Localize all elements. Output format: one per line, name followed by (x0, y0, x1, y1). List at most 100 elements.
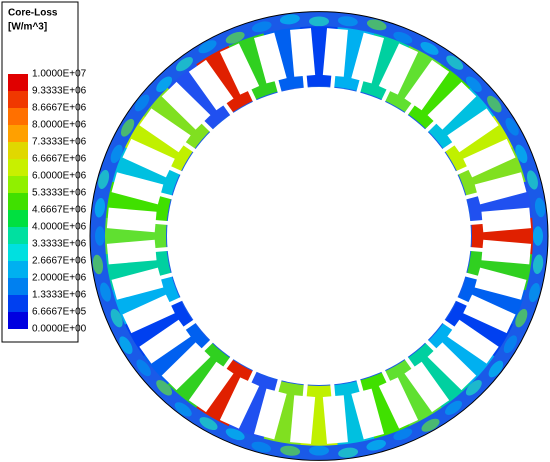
slot-body (122, 138, 175, 178)
legend-label: 8.0000E+06 (32, 120, 87, 131)
loss-patch (110, 144, 123, 164)
legend-label: 1.0000E+07 (32, 69, 87, 80)
slot-opening (330, 383, 336, 398)
loss-patch (225, 31, 245, 44)
slot-opening (455, 296, 470, 307)
slot-body (474, 267, 527, 300)
slot (106, 207, 169, 233)
slot-opening (469, 219, 484, 226)
slot-opening (356, 378, 364, 393)
slot-opening (424, 339, 438, 352)
loss-patch (98, 169, 110, 189)
slot-opening (154, 219, 169, 226)
loss-patch (136, 359, 151, 377)
legend-swatch (8, 91, 28, 108)
slot (378, 369, 419, 429)
slot (253, 378, 287, 440)
legend-label: 4.0000E+06 (32, 222, 87, 233)
loss-patch (252, 21, 272, 33)
loss-patch (280, 445, 301, 456)
legend-unit: [W/m^3] (8, 22, 47, 33)
tooth (143, 322, 211, 385)
slot-body (139, 319, 191, 364)
slot-body (463, 294, 516, 334)
slot-body (322, 28, 348, 77)
stator (89, 11, 549, 461)
tooth (167, 64, 232, 130)
slot-body (351, 388, 385, 440)
slot-body (378, 377, 419, 429)
legend-swatch (8, 312, 28, 329)
slot-body (427, 81, 477, 130)
slot-opening (469, 246, 484, 253)
slot (188, 356, 235, 413)
loss-patch (94, 197, 106, 218)
legend-swatch (8, 261, 28, 278)
slot (441, 108, 499, 153)
slot-opening (464, 192, 479, 200)
loss-patch (309, 16, 329, 27)
tooth (427, 87, 495, 150)
slot (219, 369, 260, 429)
slot-opening (403, 102, 416, 116)
slot-body (404, 59, 450, 111)
loss-patch (532, 254, 544, 275)
slot-body (481, 207, 532, 233)
slot-opening (159, 192, 174, 200)
slot (351, 32, 385, 94)
slot-opening (302, 383, 308, 398)
loss-patch (309, 445, 329, 456)
slot-opening (403, 356, 416, 370)
slot (403, 356, 450, 413)
loss-patch (134, 94, 150, 112)
slot (122, 138, 183, 178)
slot (424, 81, 477, 133)
tooth (125, 115, 194, 173)
slot (469, 239, 532, 265)
slot (122, 294, 183, 334)
legend-swatch (8, 210, 28, 227)
legend-label: 8.6667E+06 (32, 103, 87, 114)
loss-patch (505, 117, 519, 136)
slot (139, 319, 197, 364)
slot-opening (168, 165, 183, 176)
slot-opening (200, 120, 214, 133)
slot-body (474, 172, 527, 205)
slot-opening (222, 102, 235, 116)
legend-swatch (8, 176, 28, 193)
loss-patch (175, 57, 193, 72)
loss-patch (393, 428, 413, 441)
loss-patch (156, 380, 173, 396)
slot-body (111, 172, 164, 205)
loss-patch (420, 41, 439, 55)
slot (351, 378, 385, 440)
tooth (196, 45, 255, 114)
slot (106, 239, 169, 265)
slot-body (219, 43, 260, 95)
slot-body (351, 32, 385, 84)
legend-label: 4.6667E+06 (32, 205, 87, 216)
tooth (383, 45, 442, 114)
slot (253, 32, 287, 94)
slot-body (161, 81, 211, 130)
slot-body (161, 342, 211, 391)
slot-opening (356, 79, 364, 94)
slot (455, 138, 516, 178)
loss-patch (174, 402, 192, 417)
slot (424, 339, 477, 391)
slot-body (253, 32, 287, 84)
loss-patch (337, 16, 358, 27)
slot-opening (302, 74, 308, 89)
slot-body (188, 59, 234, 111)
slot-opening (381, 88, 391, 103)
slot-body (404, 361, 450, 413)
slot-opening (159, 272, 174, 280)
legend-swatch (8, 74, 28, 91)
slot-opening (247, 88, 257, 103)
legend-swatch (8, 295, 28, 312)
slot (322, 28, 348, 89)
slot-body (481, 239, 532, 265)
slot-body (427, 342, 477, 391)
tooth (196, 358, 255, 427)
